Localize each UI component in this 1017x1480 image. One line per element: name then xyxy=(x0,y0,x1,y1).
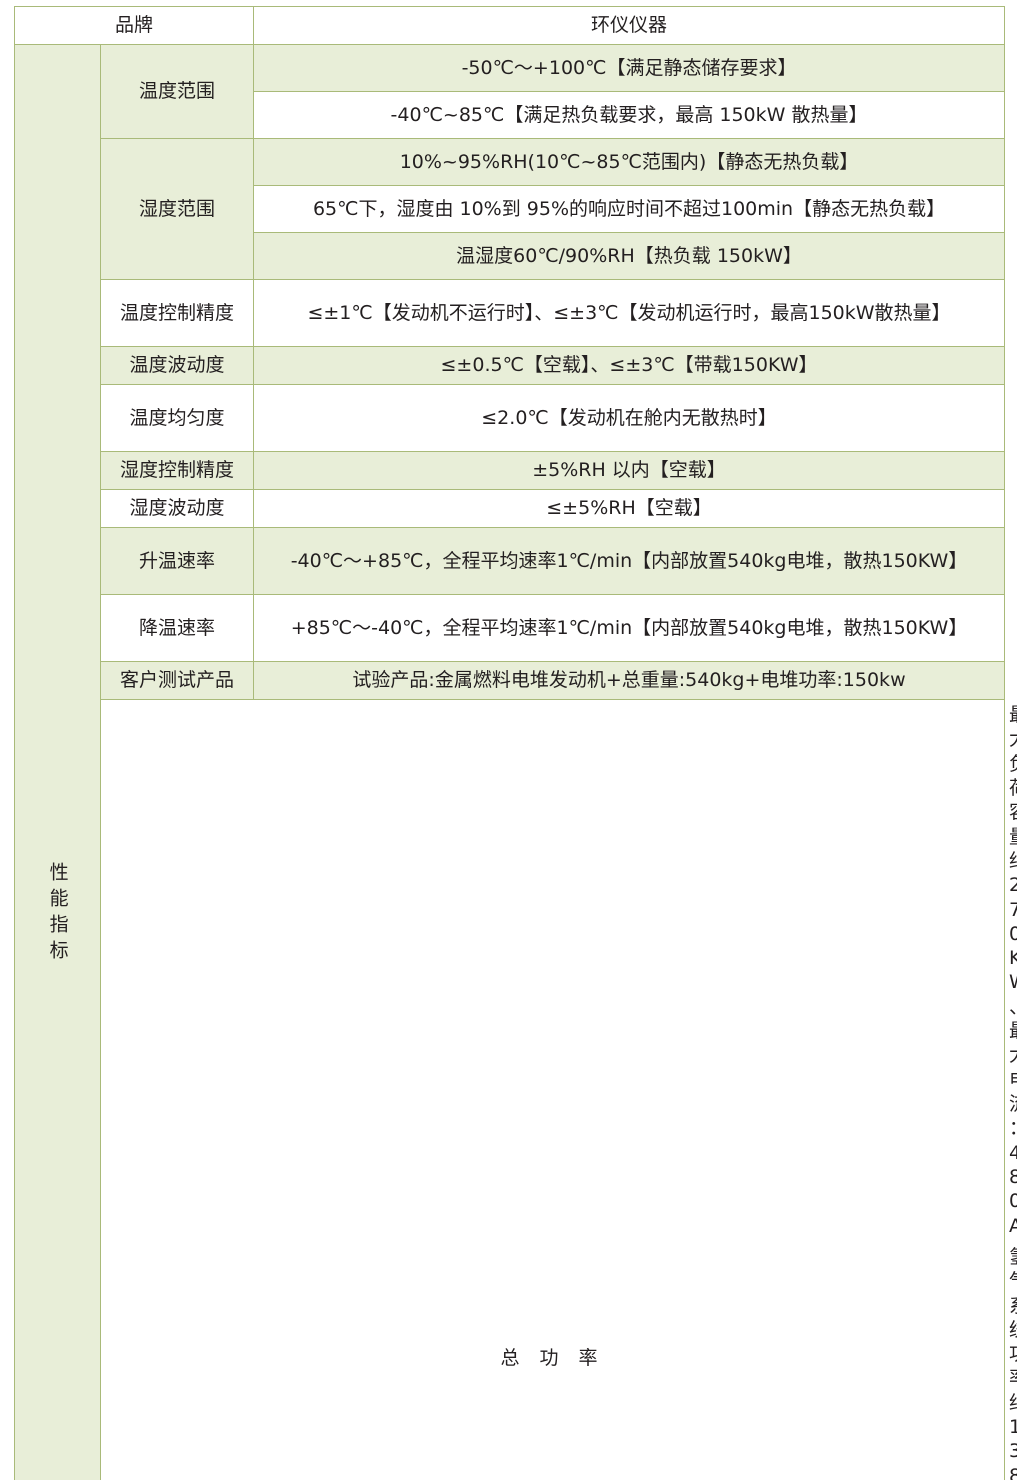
table-row: 温度控制精度 ≤±1℃【发动机不运行时】、≤±3℃【发动机运行时，最高150kW… xyxy=(15,280,1005,347)
cell-value-temp-uniformity: ≤2.0℃【发动机在舱内无散热时】 xyxy=(254,385,1005,452)
cell-brand-label: 品牌 xyxy=(15,7,254,45)
cell-section-performance: 性能指标 xyxy=(15,45,101,1480)
cell-label-customer-test-product: 客户测试产品 xyxy=(101,662,254,700)
cell-section-total-power: 总 功 率 xyxy=(101,700,1005,1480)
table-row: 性能指标 温度范围 -50℃～+100℃【满足静态储存要求】 xyxy=(15,45,1005,92)
table-row: 湿度控制精度 ±5%RH 以内【空载】 xyxy=(15,452,1005,490)
cell-label-heating-rate: 升温速率 xyxy=(101,528,254,595)
table-row: 品牌 环仪仪器 xyxy=(15,7,1005,45)
cell-value-humidity-control-accuracy: ±5%RH 以内【空载】 xyxy=(254,452,1005,490)
cell-label-temp-range: 温度范围 xyxy=(101,45,254,139)
cell-value-cooling-rate: +85℃～-40℃，全程平均速率1℃/min【内部放置540kg电堆，散热150… xyxy=(254,595,1005,662)
cell-value-humidity-range-1: 10%~95%RH(10℃~85℃范围内)【静态无热负载】 xyxy=(254,139,1005,186)
cell-label-temp-control-accuracy: 温度控制精度 xyxy=(101,280,254,347)
table-row: 湿度范围 10%~95%RH(10℃~85℃范围内)【静态无热负载】 xyxy=(15,139,1005,186)
cell-label-temp-fluctuation: 温度波动度 xyxy=(101,347,254,385)
cell-value-temp-range-2: -40℃~85℃【满足热负载要求，最高 150kW 散热量】 xyxy=(254,92,1005,139)
table-row: 温度均匀度 ≤2.0℃【发动机在舱内无散热时】 xyxy=(15,385,1005,452)
table-row: 升温速率 -40℃～+85℃，全程平均速率1℃/min【内部放置540kg电堆，… xyxy=(15,528,1005,595)
table-row: 客户测试产品 试验产品:金属燃料电堆发动机+总重量:540kg+电堆功率:150… xyxy=(15,662,1005,700)
table-row: 湿度波动度 ≤±5%RH【空载】 xyxy=(15,490,1005,528)
cell-value-humidity-range-2: 65℃下，湿度由 10%到 95%的响应时间不超过100min【静态无热负载】 xyxy=(254,186,1005,233)
cell-value-humidity-fluctuation: ≤±5%RH【空载】 xyxy=(254,490,1005,528)
table-row: 总 功 率 最大负荷容量约270KW、最大电流：480A xyxy=(15,700,1005,1242)
cell-value-heating-rate: -40℃～+85℃，全程平均速率1℃/min【内部放置540kg电堆，散热150… xyxy=(254,528,1005,595)
cell-value-customer-test-product: 试验产品:金属燃料电堆发动机+总重量:540kg+电堆功率:150kw xyxy=(254,662,1005,700)
cell-label-humidity-control-accuracy: 湿度控制精度 xyxy=(101,452,254,490)
cell-label-humidity-range: 湿度范围 xyxy=(101,139,254,280)
specification-table: 品牌 环仪仪器 性能指标 温度范围 -50℃～+100℃【满足静态储存要求】 -… xyxy=(14,6,1005,1480)
cell-value-temp-range-1: -50℃～+100℃【满足静态储存要求】 xyxy=(254,45,1005,92)
cell-value-temp-fluctuation: ≤±0.5℃【空载】、≤±3℃【带载150KW】 xyxy=(254,347,1005,385)
cell-brand-value: 环仪仪器 xyxy=(254,7,1005,45)
cell-label-humidity-fluctuation: 湿度波动度 xyxy=(101,490,254,528)
cell-label-temp-uniformity: 温度均匀度 xyxy=(101,385,254,452)
cell-value-temp-control-accuracy: ≤±1℃【发动机不运行时】、≤±3℃【发动机运行时，最高150kW散热量】 xyxy=(254,280,1005,347)
spreadsheet-canvas: 品牌 环仪仪器 性能指标 温度范围 -50℃～+100℃【满足静态储存要求】 -… xyxy=(0,0,1017,740)
table-row: 温度波动度 ≤±0.5℃【空载】、≤±3℃【带载150KW】 xyxy=(15,347,1005,385)
cell-value-humidity-range-3: 温湿度60℃/90%RH【热负载 150kW】 xyxy=(254,233,1005,280)
cell-label-cooling-rate: 降温速率 xyxy=(101,595,254,662)
table-row: 降温速率 +85℃～-40℃，全程平均速率1℃/min【内部放置540kg电堆，… xyxy=(15,595,1005,662)
